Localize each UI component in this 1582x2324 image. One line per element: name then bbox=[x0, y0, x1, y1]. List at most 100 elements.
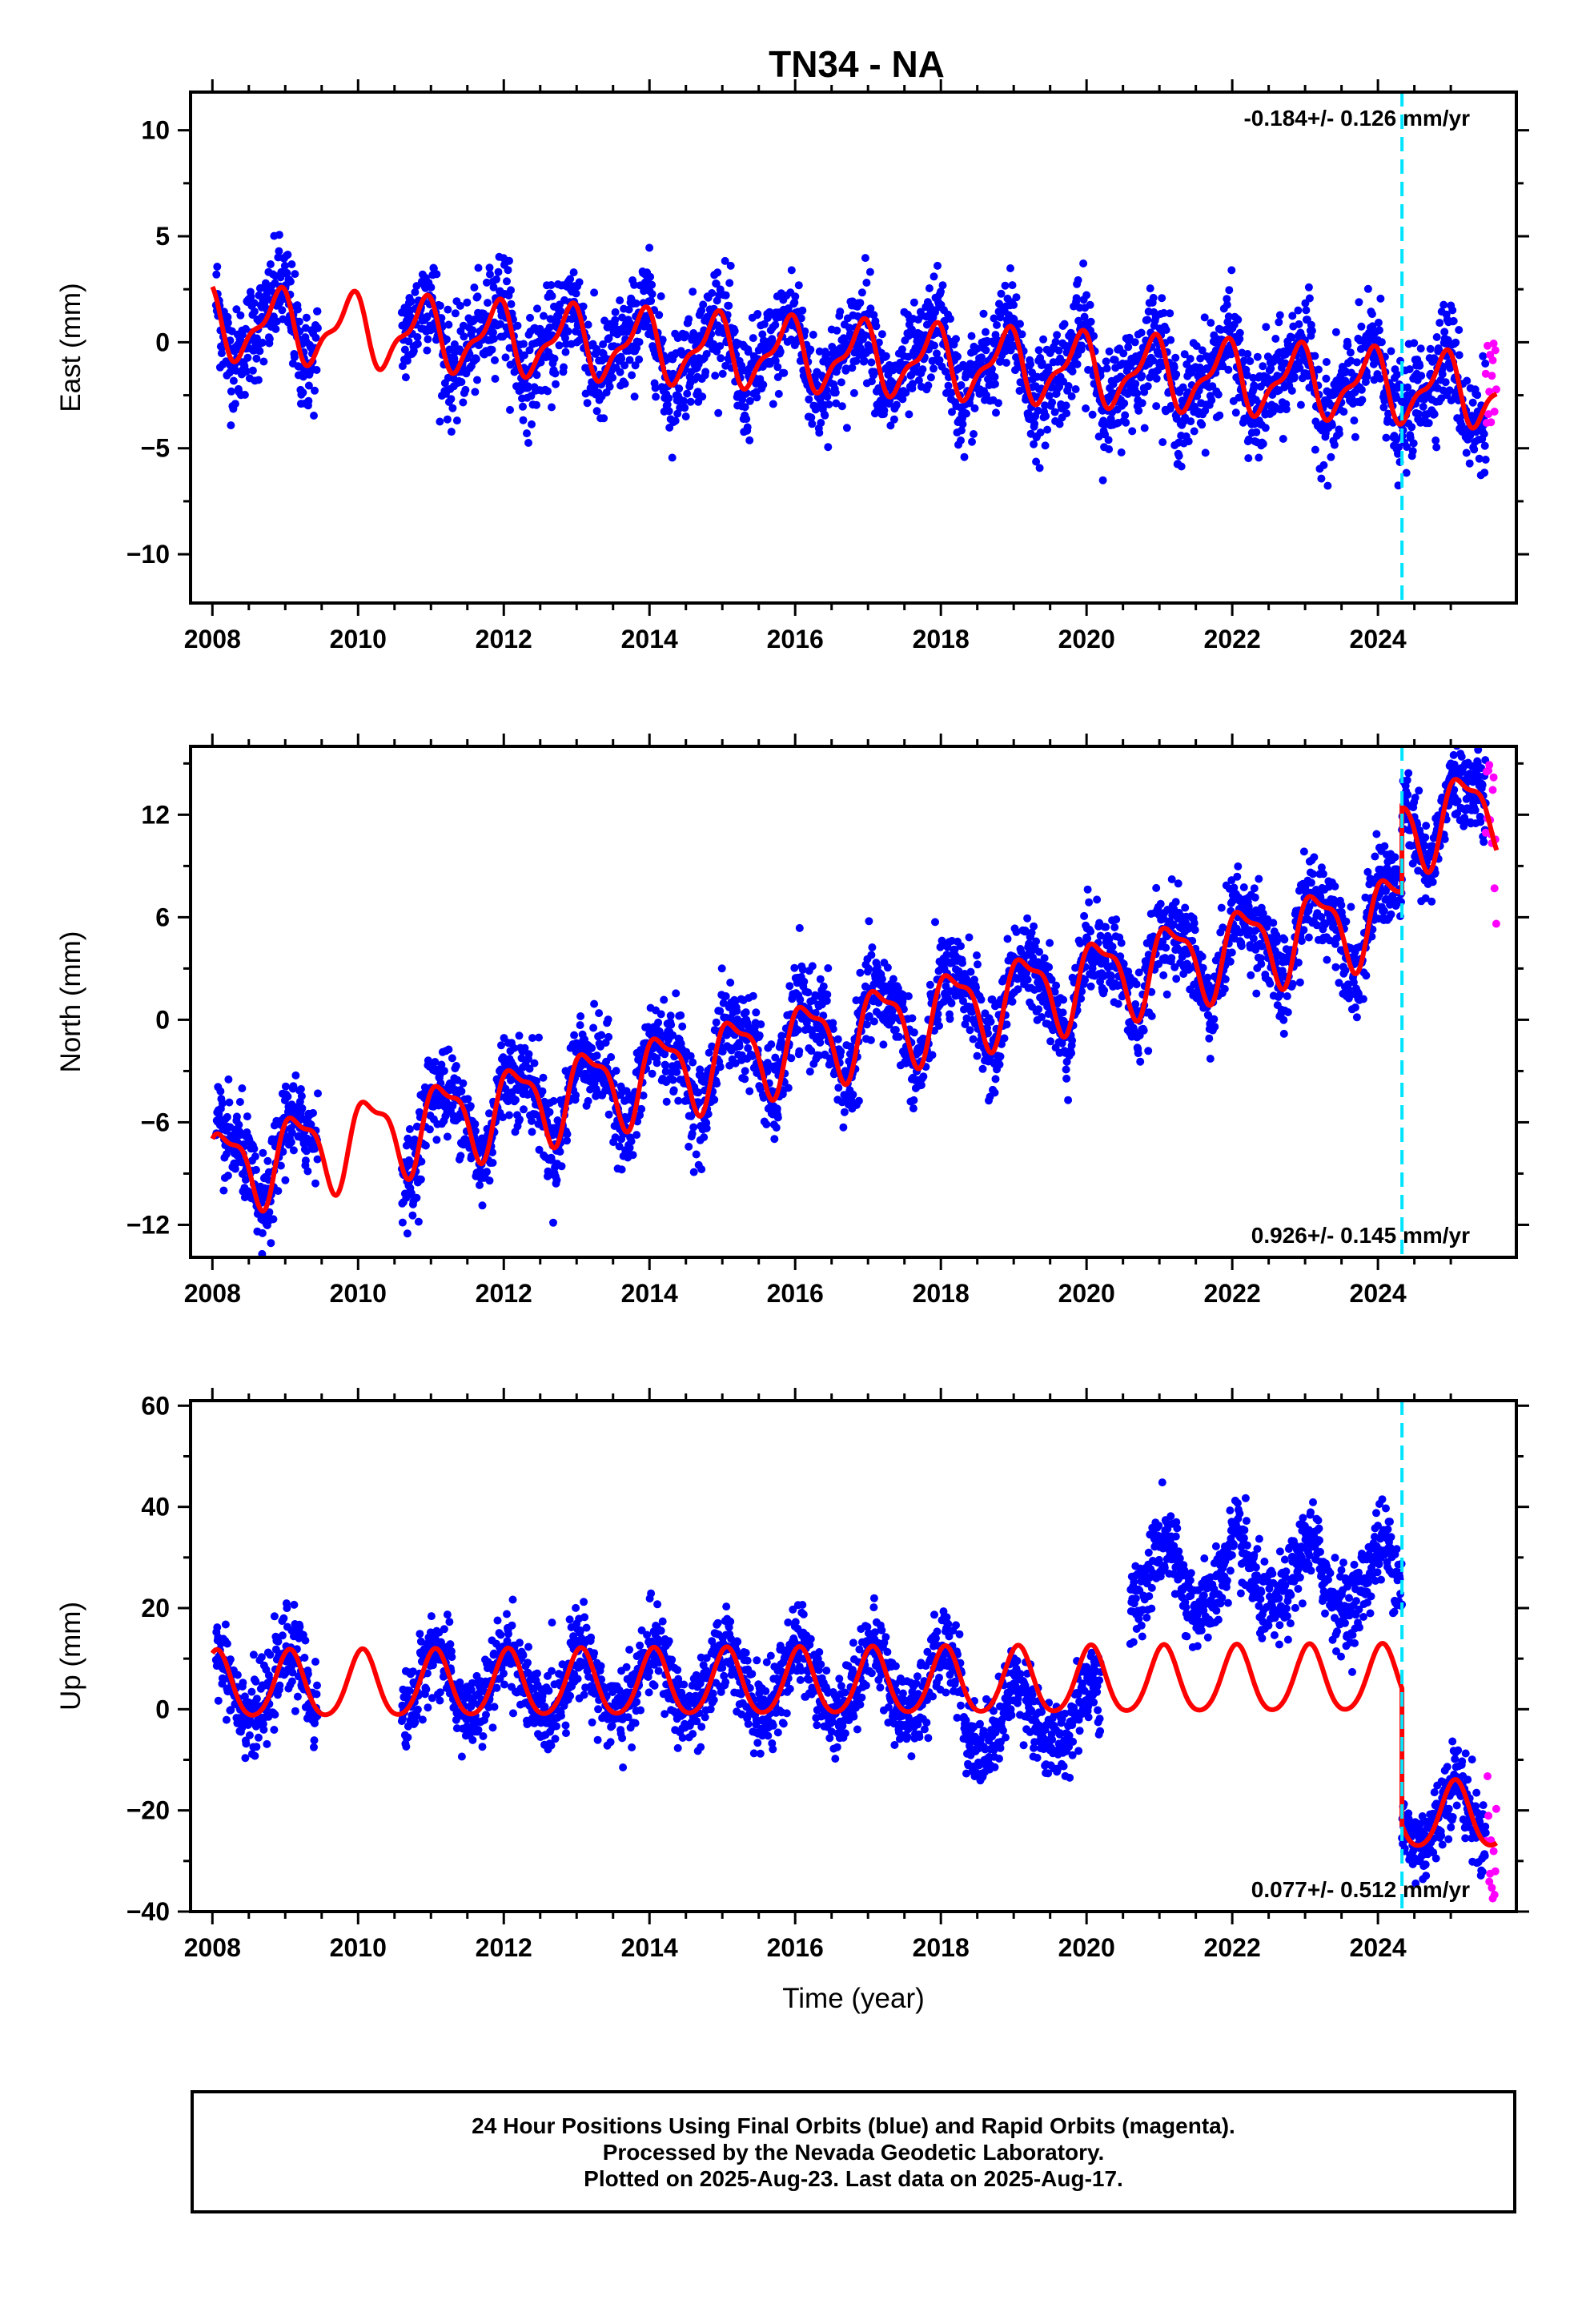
data-point bbox=[1060, 320, 1069, 328]
data-point bbox=[1470, 445, 1479, 454]
data-point bbox=[1441, 378, 1450, 387]
data-point bbox=[1034, 346, 1043, 355]
data-point bbox=[861, 254, 869, 263]
data-point bbox=[837, 402, 846, 411]
data-point bbox=[468, 326, 477, 335]
data-point bbox=[909, 1104, 917, 1113]
data-point bbox=[259, 357, 268, 366]
data-point bbox=[753, 393, 761, 402]
data-point bbox=[689, 1058, 697, 1067]
data-point bbox=[278, 306, 287, 315]
x-tick-label: 2022 bbox=[1204, 625, 1261, 653]
data-point bbox=[280, 261, 289, 270]
data-point bbox=[725, 301, 733, 310]
data-point bbox=[1479, 352, 1488, 360]
data-point bbox=[944, 381, 953, 390]
data-point bbox=[1166, 336, 1175, 344]
data-point bbox=[717, 964, 726, 973]
data-point bbox=[857, 288, 866, 297]
data-point bbox=[1097, 366, 1106, 375]
data-point bbox=[464, 1095, 472, 1104]
data-point bbox=[940, 316, 949, 325]
data-point bbox=[909, 1096, 918, 1104]
data-point bbox=[749, 991, 757, 1000]
data-point bbox=[960, 452, 969, 461]
data-point bbox=[398, 1218, 407, 1227]
data-point bbox=[590, 999, 599, 1008]
data-point bbox=[291, 1071, 300, 1080]
data-point bbox=[1094, 432, 1103, 441]
data-point bbox=[1223, 295, 1231, 304]
data-point bbox=[658, 336, 667, 344]
data-point bbox=[1357, 322, 1366, 331]
data-point bbox=[1374, 318, 1383, 327]
data-point bbox=[1431, 436, 1440, 444]
data-point bbox=[866, 304, 875, 313]
data-point bbox=[889, 975, 897, 983]
data-point bbox=[1015, 387, 1024, 395]
data-point bbox=[979, 309, 988, 318]
data-point bbox=[227, 387, 235, 396]
data-point bbox=[1392, 436, 1400, 444]
data-point bbox=[982, 346, 990, 355]
data-point bbox=[411, 287, 420, 296]
data-point bbox=[716, 1063, 725, 1072]
data-point bbox=[404, 337, 413, 346]
data-point bbox=[240, 391, 249, 399]
data-point bbox=[663, 400, 672, 409]
data-point bbox=[1034, 406, 1042, 415]
data-point bbox=[698, 392, 707, 401]
data-point bbox=[1376, 294, 1385, 303]
data-point bbox=[671, 416, 680, 425]
data-point bbox=[1311, 352, 1319, 360]
data-point bbox=[1455, 351, 1464, 360]
data-point bbox=[1387, 347, 1395, 356]
data-point bbox=[769, 400, 777, 408]
data-point bbox=[250, 308, 259, 316]
data-point bbox=[232, 305, 241, 314]
data-point bbox=[883, 963, 892, 972]
data-point bbox=[1424, 419, 1433, 428]
data-point bbox=[656, 1010, 665, 1019]
data-point bbox=[515, 1031, 524, 1040]
data-point bbox=[432, 270, 441, 279]
data-point bbox=[702, 350, 711, 358]
data-point bbox=[1131, 380, 1140, 388]
data-point bbox=[965, 933, 974, 942]
data-point bbox=[712, 279, 721, 288]
data-point bbox=[258, 338, 267, 347]
data-point bbox=[1078, 341, 1086, 350]
data-point bbox=[491, 375, 500, 383]
data-point bbox=[901, 388, 910, 397]
data-point bbox=[665, 424, 674, 432]
data-point bbox=[528, 420, 536, 428]
data-point bbox=[224, 1075, 233, 1084]
data-point bbox=[444, 305, 452, 314]
data-point bbox=[1331, 328, 1340, 336]
data-point bbox=[1484, 410, 1493, 419]
data-point bbox=[274, 1187, 283, 1196]
data-point bbox=[1223, 300, 1231, 309]
data-point bbox=[456, 1152, 465, 1160]
data-point bbox=[1438, 370, 1447, 379]
data-point bbox=[741, 403, 749, 412]
data-point bbox=[243, 1112, 251, 1121]
data-point bbox=[808, 962, 817, 971]
data-point bbox=[867, 358, 876, 367]
data-point bbox=[1214, 390, 1223, 399]
data-point bbox=[1140, 424, 1149, 432]
data-point bbox=[860, 356, 869, 365]
data-point bbox=[401, 373, 410, 382]
data-point bbox=[258, 1228, 267, 1237]
data-point bbox=[1043, 425, 1052, 434]
data-point bbox=[958, 426, 966, 435]
data-point bbox=[930, 341, 938, 350]
data-point bbox=[404, 1156, 413, 1164]
data-point bbox=[834, 1084, 843, 1092]
data-point bbox=[677, 1011, 685, 1019]
data-point bbox=[973, 951, 981, 959]
data-point bbox=[773, 363, 782, 372]
data-point bbox=[1190, 427, 1199, 436]
data-point bbox=[576, 1012, 585, 1020]
data-point bbox=[533, 304, 541, 313]
